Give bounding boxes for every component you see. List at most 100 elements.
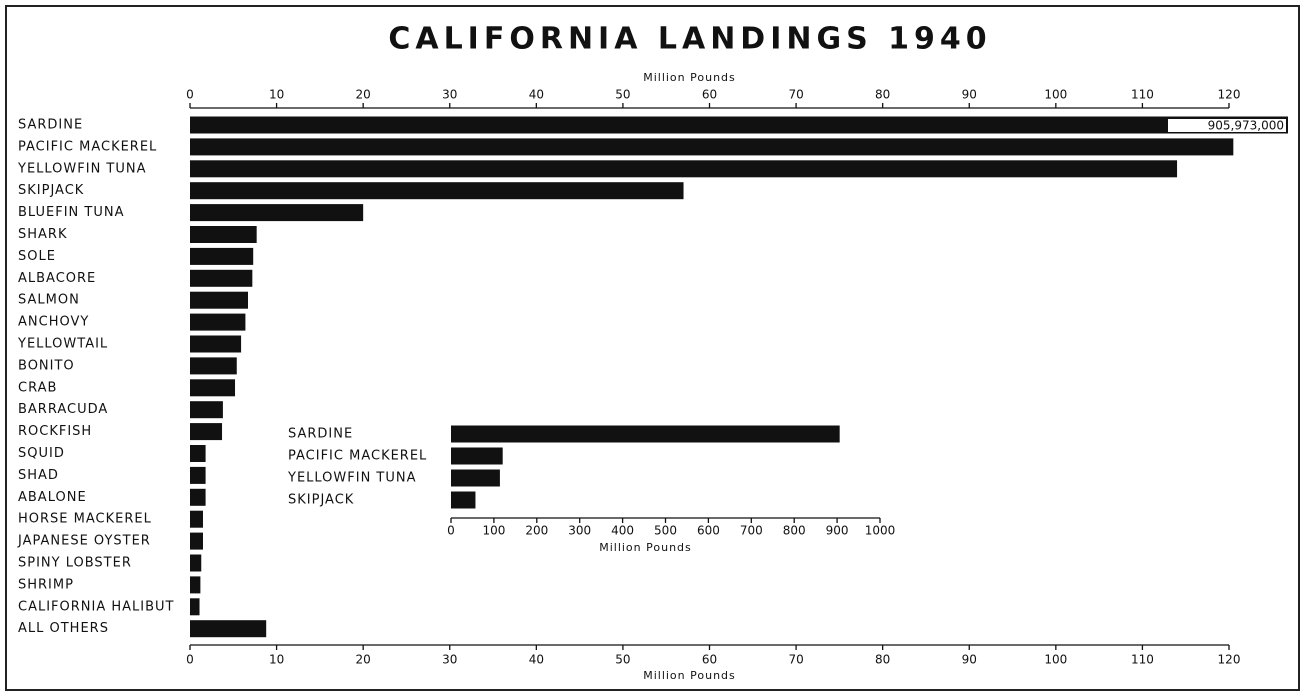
x-tick-label: 900 — [826, 524, 849, 538]
category-label: SPINY LOBSTER — [18, 556, 132, 571]
x-tick-label: 700 — [740, 524, 763, 538]
x-tick-label: 60 — [702, 88, 717, 102]
x-tick-label: 20 — [356, 653, 371, 667]
x-tick-label: 300 — [568, 524, 591, 538]
x-tick-label: 600 — [697, 524, 720, 538]
value-label: 905,973,000 — [1208, 119, 1284, 133]
category-label: HORSE MACKEREL — [18, 512, 152, 527]
x-tick-label: 90 — [962, 88, 977, 102]
category-label: ROCKFISH — [18, 424, 92, 439]
x-tick-label: 400 — [611, 524, 634, 538]
bar — [190, 379, 236, 397]
x-tick-label: 90 — [962, 653, 977, 667]
bar — [190, 620, 267, 638]
x-tick-label: 60 — [702, 653, 717, 667]
bar — [190, 182, 684, 200]
category-label: YELLOWFIN TUNA — [287, 471, 417, 486]
category-label: BARRACUDA — [18, 402, 108, 417]
x-tick-label: 200 — [525, 524, 548, 538]
x-tick-label: 50 — [615, 653, 630, 667]
x-tick-label: 0 — [186, 88, 194, 102]
category-label: JAPANESE OYSTER — [17, 534, 151, 549]
x-tick-label: 0 — [186, 653, 194, 667]
bar — [190, 269, 253, 287]
bar — [190, 313, 246, 331]
bar — [190, 598, 200, 616]
x-tick-label: 800 — [783, 524, 806, 538]
bar — [190, 160, 1178, 178]
category-label: ALL OTHERS — [18, 621, 109, 636]
bar — [190, 226, 257, 243]
category-label: ALBACORE — [18, 271, 96, 286]
x-tick-label: 80 — [875, 653, 890, 667]
bar — [190, 204, 364, 222]
x-tick-label: 100 — [482, 524, 505, 538]
category-label: SQUID — [18, 446, 65, 461]
x-tick-label: 100 — [1044, 653, 1067, 667]
bar — [190, 510, 203, 528]
bar — [190, 116, 1288, 134]
bar — [190, 532, 203, 550]
x-tick-label: 0 — [447, 524, 455, 538]
category-label: CRAB — [18, 380, 57, 395]
x-tick-label: 80 — [875, 88, 890, 102]
bar — [190, 488, 206, 506]
bar — [451, 425, 840, 443]
x-tick-label: 120 — [1218, 653, 1241, 667]
x-tick-label: 120 — [1218, 88, 1241, 102]
x-tick-label: 30 — [442, 88, 457, 102]
x-tick-label: 70 — [788, 88, 803, 102]
bar — [190, 291, 249, 309]
category-label: YELLOWFIN TUNA — [17, 161, 147, 176]
x-axis-label: Million Pounds — [643, 669, 736, 682]
bar — [190, 138, 1234, 156]
x-tick-label: 40 — [529, 653, 544, 667]
bar — [451, 491, 476, 509]
category-label: SHAD — [18, 468, 59, 483]
x-axis-label: Million Pounds — [643, 71, 736, 84]
value-label-box — [1168, 119, 1286, 132]
x-tick-label: 50 — [615, 88, 630, 102]
bar — [451, 469, 500, 487]
category-label: SALMON — [18, 293, 80, 308]
category-label: SKIPJACK — [18, 183, 84, 198]
bar — [190, 423, 223, 441]
category-label: SARDINE — [18, 118, 83, 133]
bar — [190, 247, 254, 265]
bar — [190, 576, 201, 594]
x-tick-label: 30 — [442, 653, 457, 667]
category-label: SHRIMP — [18, 577, 74, 592]
x-tick-label: 100 — [1044, 88, 1067, 102]
x-tick-label: 10 — [269, 653, 284, 667]
x-tick-label: 70 — [788, 653, 803, 667]
category-label: ABALONE — [18, 490, 87, 505]
bar — [190, 466, 206, 484]
category-label: SARDINE — [288, 427, 353, 442]
x-tick-label: 110 — [1131, 88, 1154, 102]
category-label: SOLE — [18, 249, 56, 264]
bar — [451, 447, 503, 465]
frame — [5, 5, 1300, 691]
category-label: BLUEFIN TUNA — [18, 205, 125, 220]
x-tick-label: 40 — [529, 88, 544, 102]
category-label: CALIFORNIA HALIBUT — [18, 599, 175, 614]
bar — [190, 335, 242, 353]
x-tick-label: 1000 — [865, 524, 896, 538]
x-tick-label: 10 — [269, 88, 284, 102]
bar — [190, 445, 206, 462]
bar — [190, 401, 223, 419]
category-label: YELLOWTAIL — [17, 337, 108, 352]
category-label: SHARK — [18, 227, 67, 242]
category-label: BONITO — [18, 358, 75, 373]
x-tick-label: 110 — [1131, 653, 1154, 667]
category-label: PACIFIC MACKEREL — [18, 139, 157, 154]
category-label: SKIPJACK — [288, 493, 354, 508]
bar — [190, 554, 202, 572]
chart-title: CALIFORNIA LANDINGS 1940 — [388, 22, 991, 57]
x-tick-label: 500 — [654, 524, 677, 538]
category-label: ANCHOVY — [18, 315, 89, 330]
bar — [190, 357, 237, 375]
x-axis-label: Million Pounds — [599, 541, 692, 554]
category-label: PACIFIC MACKEREL — [288, 449, 427, 464]
